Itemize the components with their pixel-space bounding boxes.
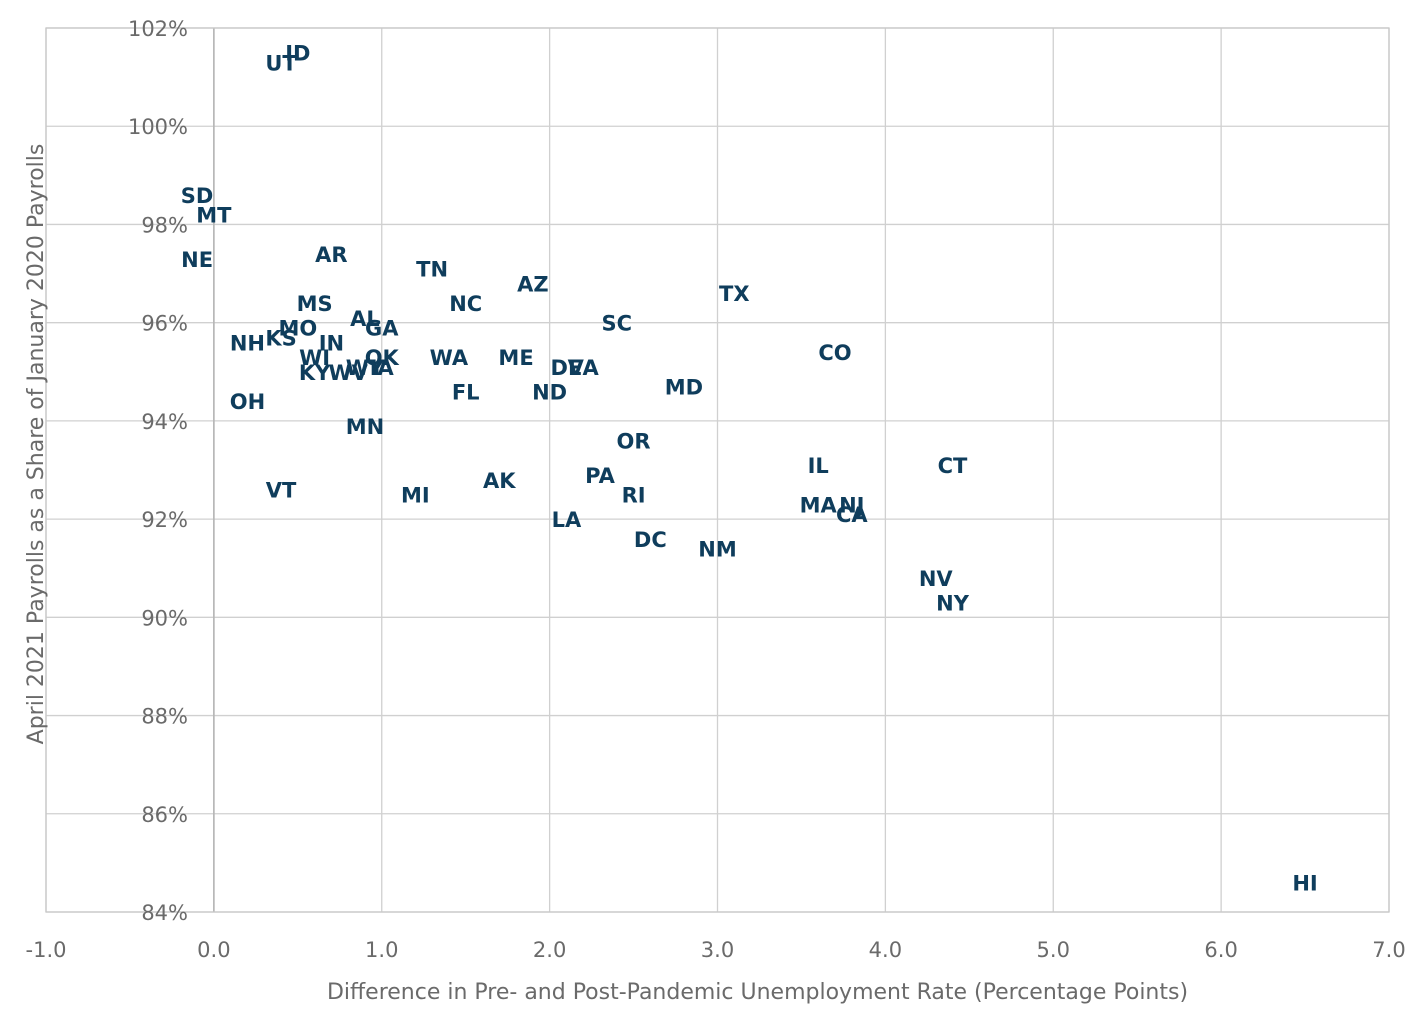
x-tick-label: 6.0 bbox=[1204, 938, 1237, 962]
point-label-wy: WY bbox=[346, 356, 385, 380]
point-label-de: DE bbox=[551, 356, 583, 380]
y-tick-label: 94% bbox=[141, 410, 188, 434]
y-axis-title: April 2021 Payrolls as a Share of Januar… bbox=[24, 144, 49, 745]
y-tick-label: 92% bbox=[141, 508, 188, 532]
point-label-wv: WV bbox=[328, 361, 368, 385]
y-axis-ticks: 84% 86% 88% 90% 92% 94% 96% 98% 100% 102% bbox=[128, 17, 188, 925]
y-tick-label: 96% bbox=[141, 312, 188, 336]
x-tick-label: -1.0 bbox=[26, 938, 67, 962]
point-label-ks: KS bbox=[265, 326, 296, 350]
x-tick-label: 3.0 bbox=[701, 938, 734, 962]
point-label-va: VA bbox=[568, 356, 600, 380]
point-label-nm: NM bbox=[698, 538, 736, 562]
point-label-wi: WI bbox=[299, 346, 330, 370]
y-tick-label: 88% bbox=[141, 705, 188, 729]
y-tick-label: 100% bbox=[128, 115, 188, 139]
point-label-il: IL bbox=[808, 454, 829, 478]
point-label-dc: DC bbox=[634, 528, 667, 552]
x-tick-label: 7.0 bbox=[1372, 938, 1405, 962]
point-label-ny: NY bbox=[936, 592, 970, 616]
point-label-wa: WA bbox=[430, 346, 469, 370]
point-label-ar: AR bbox=[315, 243, 347, 267]
point-label-ak: AK bbox=[483, 469, 516, 493]
point-label-mn: MN bbox=[346, 415, 384, 439]
x-axis-title: Difference in Pre- and Post-Pandemic Une… bbox=[327, 980, 1188, 1005]
point-label-vt: VT bbox=[266, 479, 297, 503]
point-label-ri: RI bbox=[622, 484, 646, 508]
x-tick-label: 0.0 bbox=[197, 938, 230, 962]
point-label-al: AL bbox=[350, 307, 380, 331]
point-label-id: ID bbox=[285, 42, 310, 66]
point-label-ky: KY bbox=[299, 361, 331, 385]
y-tick-label: 102% bbox=[128, 17, 188, 41]
x-axis-ticks: -1.0 0.0 1.0 2.0 3.0 4.0 5.0 6.0 7.0 bbox=[26, 938, 1406, 962]
x-tick-label: 2.0 bbox=[533, 938, 566, 962]
point-label-sd: SD bbox=[181, 184, 214, 208]
point-label-nh: NH bbox=[230, 331, 265, 355]
y-tick-label: 86% bbox=[141, 803, 188, 827]
point-label-co: CO bbox=[818, 341, 851, 365]
point-label-ne: NE bbox=[181, 248, 213, 272]
x-tick-label: 4.0 bbox=[869, 938, 902, 962]
point-label-mt: MT bbox=[196, 204, 232, 228]
grid-layer bbox=[45, 27, 1390, 913]
x-tick-label: 5.0 bbox=[1037, 938, 1070, 962]
point-label-mo: MO bbox=[278, 317, 317, 341]
point-label-nj: NJ bbox=[839, 493, 864, 517]
point-label-ut: UT bbox=[265, 51, 297, 75]
point-label-sc: SC bbox=[602, 312, 633, 336]
point-label-az: AZ bbox=[517, 272, 548, 296]
point-label-ia: IA bbox=[370, 356, 395, 380]
y-tick-label: 90% bbox=[141, 606, 188, 630]
point-label-la: LA bbox=[552, 508, 582, 532]
point-label-ok: OK bbox=[365, 346, 400, 370]
point-label-ga: GA bbox=[365, 317, 399, 341]
point-label-nd: ND bbox=[532, 380, 567, 404]
point-label-ct: CT bbox=[938, 454, 968, 478]
point-label-md: MD bbox=[665, 376, 703, 400]
y-tick-label: 98% bbox=[141, 213, 188, 237]
point-label-ma: MA bbox=[800, 493, 838, 517]
point-label-in: IN bbox=[319, 331, 344, 355]
point-label-oh: OH bbox=[230, 390, 265, 414]
point-label-tn: TN bbox=[416, 258, 448, 282]
y-tick-label: 84% bbox=[141, 901, 188, 925]
plot-area-frame bbox=[45, 27, 1390, 913]
point-label-ms: MS bbox=[297, 292, 333, 316]
point-label-pa: PA bbox=[585, 464, 615, 488]
point-label-fl: FL bbox=[452, 380, 480, 404]
point-label-me: ME bbox=[498, 346, 533, 370]
point-label-or: OR bbox=[617, 430, 651, 454]
point-label-nc: NC bbox=[449, 292, 482, 316]
point-label-ca: CA bbox=[836, 503, 868, 527]
point-label-nv: NV bbox=[919, 567, 954, 591]
x-tick-label: 1.0 bbox=[365, 938, 398, 962]
point-label-hi: HI bbox=[1292, 872, 1317, 896]
point-label-mi: MI bbox=[401, 484, 430, 508]
point-label-tx: TX bbox=[719, 282, 750, 306]
